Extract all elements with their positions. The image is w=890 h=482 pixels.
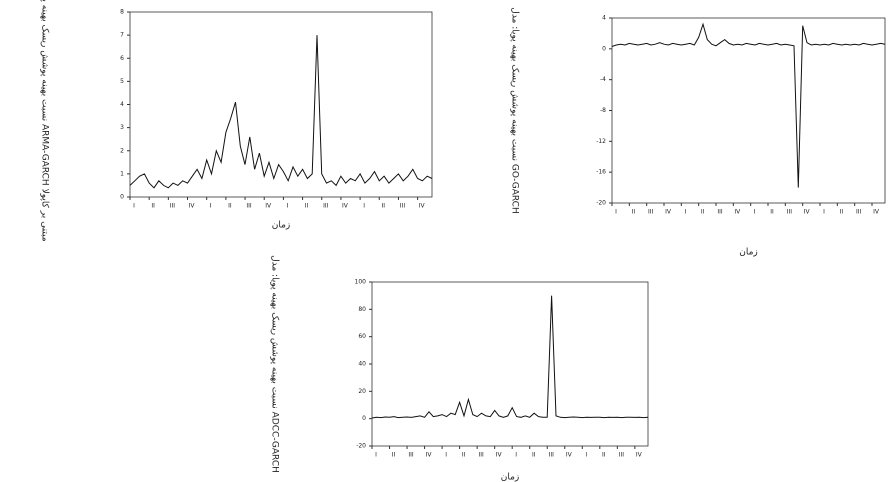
plot-frame: [611, 17, 886, 204]
plot-frame: [129, 11, 433, 198]
x-tick-label: III: [549, 452, 555, 459]
x-tick-label: II: [462, 452, 466, 459]
x-tick-label: IV: [426, 452, 433, 459]
series-line: [371, 295, 649, 419]
y-tick-label: 0: [120, 194, 124, 201]
y-tick-label: -16: [596, 169, 606, 176]
x-tick-label: IV: [496, 452, 503, 459]
y-tick-label: -4: [600, 76, 606, 83]
x-tick-label: II: [151, 203, 155, 210]
x-axis-label: زمان: [739, 248, 758, 258]
x-tick-label: III: [400, 203, 406, 210]
x-tick-label: IV: [566, 452, 573, 459]
x-tick-label: I: [210, 203, 212, 210]
y-axis-label: نسبت بهینه پوشش ریسک بهینه پویا: مدل ADC…: [270, 255, 280, 473]
y-tick-label: 60: [358, 333, 366, 340]
x-tick-label: IV: [419, 203, 426, 210]
x-tick-label: II: [701, 209, 705, 216]
x-tick-label: III: [648, 209, 654, 216]
y-tick-label: 5: [120, 78, 124, 85]
y-tick-label: 100: [355, 279, 367, 286]
x-tick-label: I: [133, 203, 135, 210]
y-tick-label: -12: [596, 138, 606, 145]
x-tick-label: I: [684, 209, 686, 216]
x-tick-label: IV: [265, 203, 272, 210]
x-tick-label: II: [392, 452, 396, 459]
x-tick-label: IV: [804, 209, 811, 216]
y-tick-label: 0: [602, 45, 606, 52]
x-tick-label: IV: [342, 203, 349, 210]
x-tick-label: I: [823, 209, 825, 216]
y-tick-label: 4: [120, 101, 124, 108]
x-tick-label: III: [478, 452, 484, 459]
x-tick-label: I: [363, 203, 365, 210]
x-tick-label: III: [787, 209, 793, 216]
x-tick-label: IV: [636, 452, 643, 459]
x-tick-label: II: [381, 203, 385, 210]
x-tick-label: I: [615, 209, 617, 216]
x-tick-label: II: [840, 209, 844, 216]
x-axis-label: زمان: [501, 473, 520, 482]
x-tick-label: III: [170, 203, 176, 210]
x-axis-label: زمان: [272, 221, 291, 231]
y-tick-label: 8: [120, 9, 124, 16]
y-tick-label: -20: [356, 443, 366, 450]
x-tick-label: I: [515, 452, 517, 459]
x-tick-label: IV: [665, 209, 672, 216]
x-tick-label: III: [856, 209, 862, 216]
y-tick-label: 4: [602, 15, 606, 22]
series-line: [611, 22, 886, 188]
y-tick-label: 20: [358, 388, 366, 395]
x-tick-label: III: [323, 203, 329, 210]
x-tick-label: II: [305, 203, 309, 210]
series-line: [129, 35, 433, 189]
y-tick-label: -20: [596, 200, 606, 207]
x-tick-label: I: [375, 452, 377, 459]
x-tick-label: I: [287, 203, 289, 210]
x-tick-label: I: [585, 452, 587, 459]
x-tick-label: II: [770, 209, 774, 216]
x-tick-label: I: [445, 452, 447, 459]
x-tick-label: III: [246, 203, 252, 210]
y-tick-label: 40: [358, 361, 366, 368]
plot-frame: [371, 281, 649, 447]
y-tick-label: -8: [600, 107, 606, 114]
y-tick-label: 7: [120, 32, 124, 39]
y-tick-label: 0: [362, 415, 366, 422]
x-tick-label: III: [717, 209, 723, 216]
y-tick-label: 3: [120, 124, 124, 131]
y-tick-label: 1: [120, 170, 124, 177]
x-tick-label: IV: [734, 209, 741, 216]
x-tick-label: II: [532, 452, 536, 459]
x-tick-label: III: [619, 452, 625, 459]
y-axis-label: نسبت بهینه پوشش ریسک بهینه پویا: مدل ARM…: [40, 0, 50, 242]
x-tick-label: II: [602, 452, 606, 459]
x-tick-label: I: [754, 209, 756, 216]
x-tick-label: II: [632, 209, 636, 216]
y-tick-label: 2: [120, 147, 124, 154]
x-tick-label: II: [228, 203, 232, 210]
y-axis-label: نسبت بهینه پوشش ریسک بهینه پویا: مدل GO-…: [510, 7, 520, 213]
x-tick-label: III: [408, 452, 414, 459]
x-tick-label: IV: [873, 209, 880, 216]
x-tick-label: IV: [189, 203, 196, 210]
y-tick-label: 80: [358, 306, 366, 313]
y-tick-label: 6: [120, 55, 124, 62]
